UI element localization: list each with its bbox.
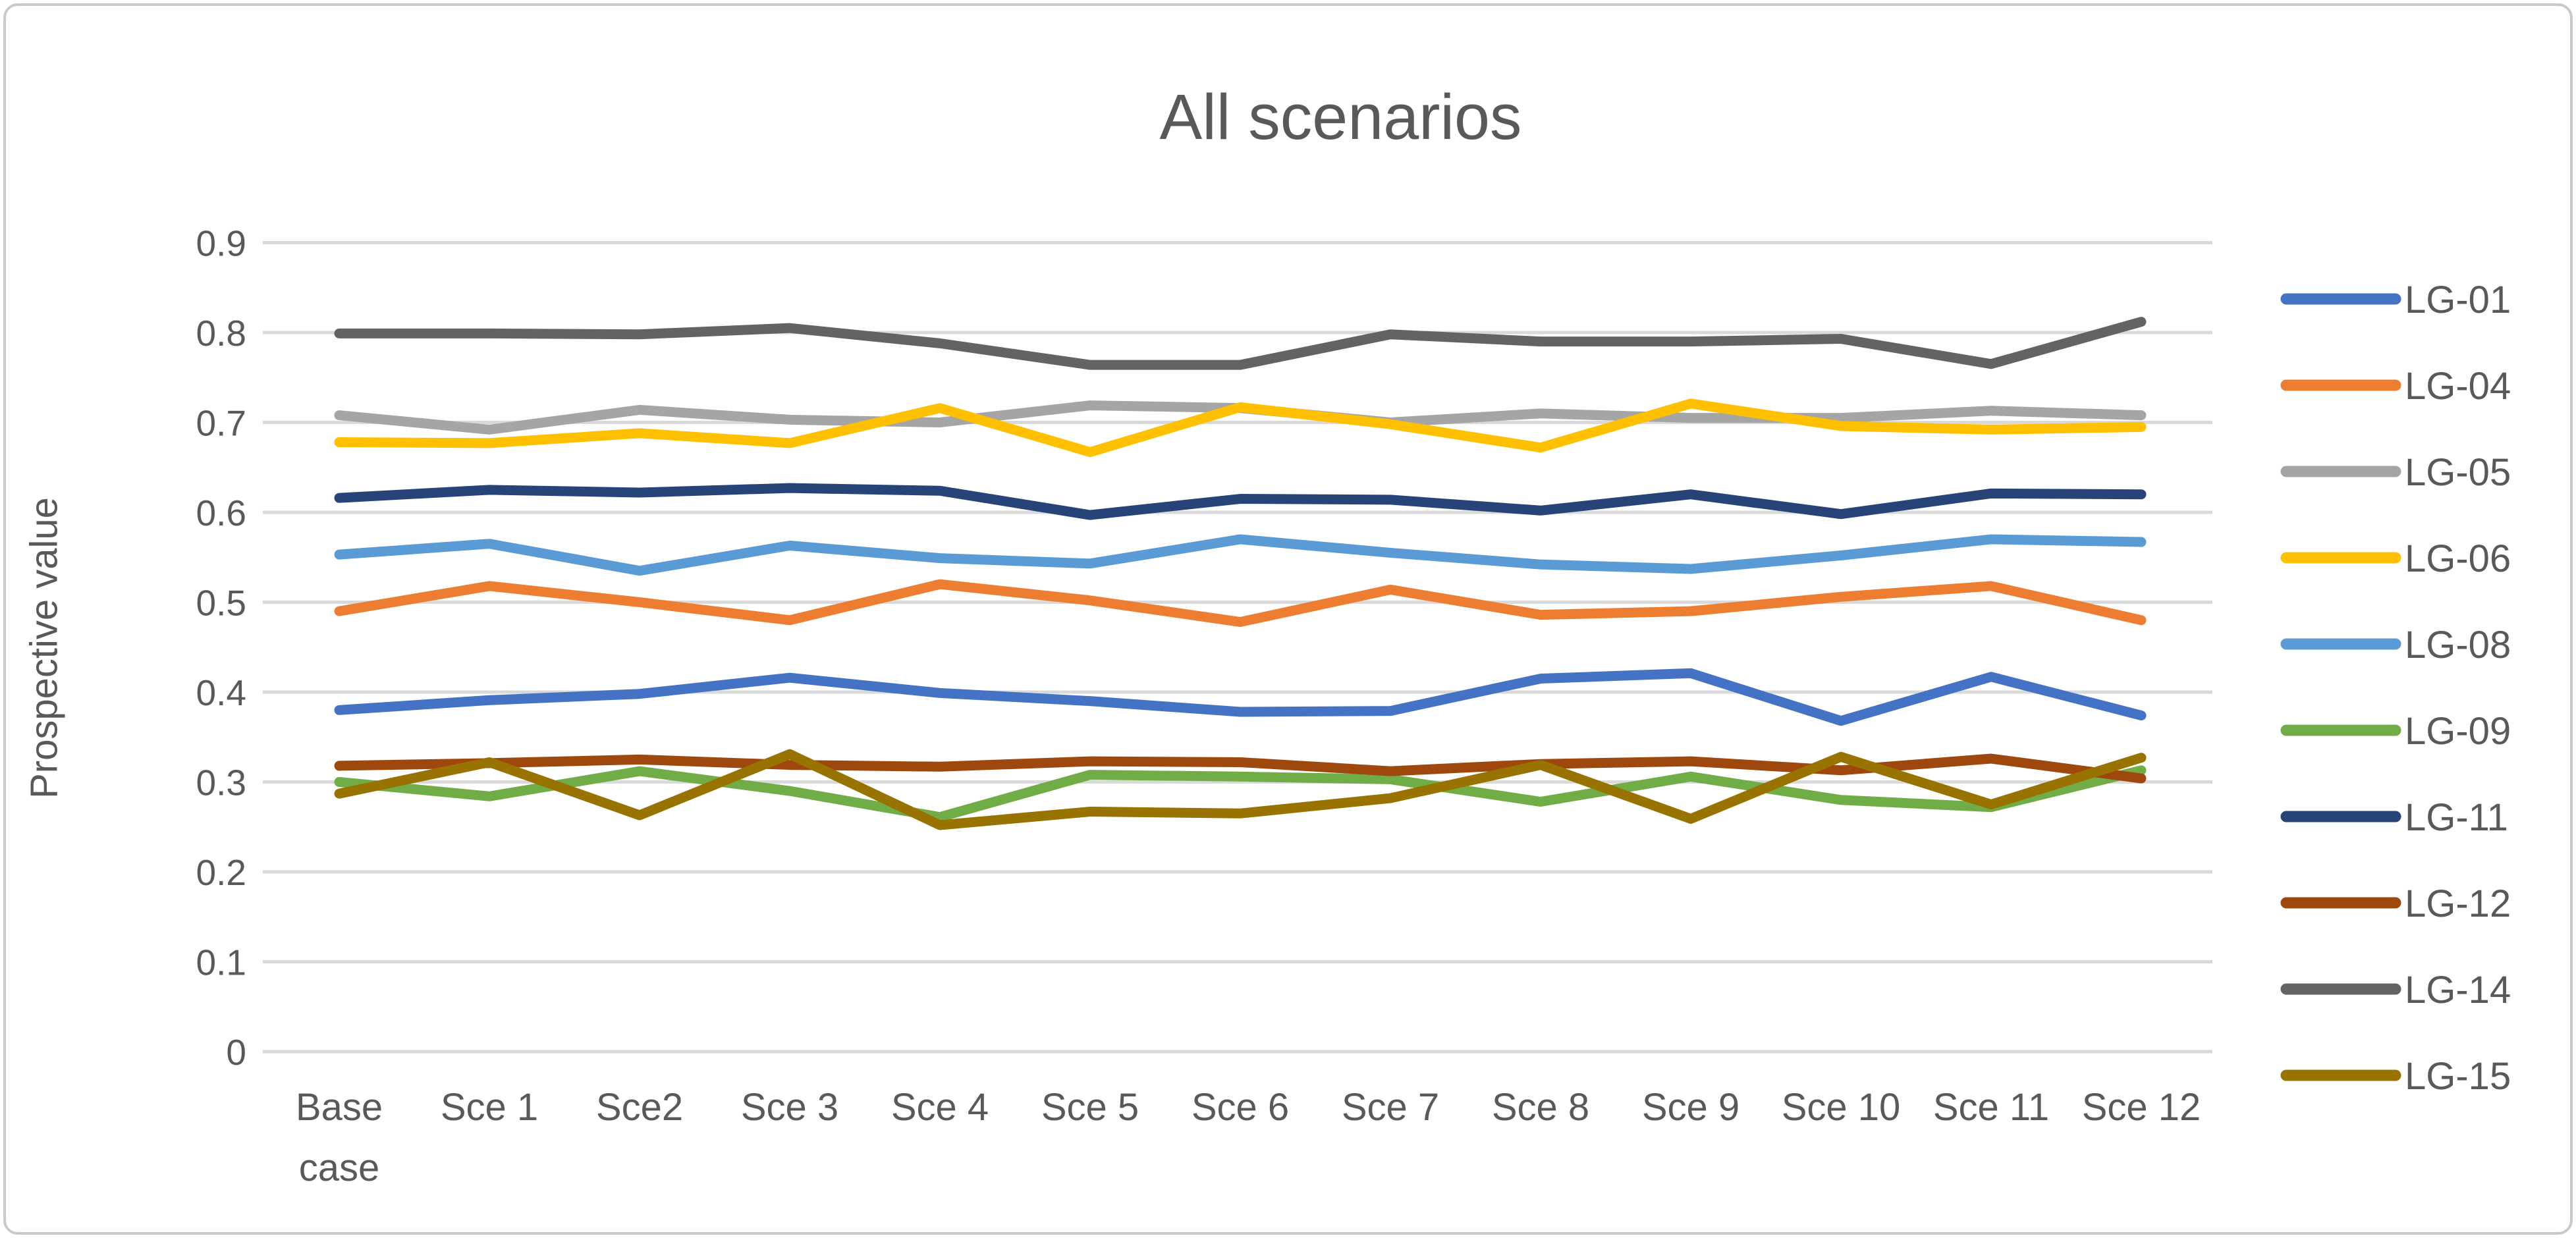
legend-label-LG-05: LG-05 [2405, 451, 2511, 494]
x-category-label: Sce 6 [1192, 1086, 1289, 1129]
x-category-label: Sce 8 [1492, 1086, 1589, 1129]
y-tick-label: 0.3 [196, 762, 246, 803]
x-category-label: Sce 9 [1642, 1086, 1740, 1129]
y-tick-label: 0.4 [196, 672, 246, 713]
y-tick-label: 0.5 [196, 582, 246, 623]
x-category-label: Sce 12 [2082, 1086, 2201, 1129]
legend-label-LG-14: LG-14 [2405, 969, 2511, 1011]
series-line-LG-14 [334, 317, 2147, 370]
series-line-LG-04 [334, 579, 2147, 628]
series-line-LG-08 [334, 534, 2147, 576]
legend-label-LG-08: LG-08 [2405, 624, 2511, 666]
x-category-label: Sce 4 [891, 1086, 989, 1129]
y-tick-label: 0.2 [196, 852, 246, 893]
legend-label-LG-01: LG-01 [2405, 279, 2511, 321]
series-line-LG-12 [334, 753, 2147, 784]
legend-label-LG-11: LG-11 [2405, 796, 2508, 839]
legend-label-LG-12: LG-12 [2405, 882, 2511, 925]
x-category-label: Sce 7 [1342, 1086, 1439, 1129]
y-tick-label: 0.8 [196, 313, 246, 354]
x-category-label: Sce 3 [741, 1086, 838, 1129]
series-line-LG-15 [334, 749, 2147, 830]
chart-title: All scenarios [1159, 81, 1522, 153]
series-line-LG-09 [334, 765, 2147, 822]
plot-area: 0 0.1 0.2 0.3 0.4 0.5 0.6 0.7 0.8 0.9 Base case Sce … [196, 223, 2511, 1189]
x-category-label: Base case [296, 1086, 383, 1189]
series-line-LG-11 [334, 483, 2147, 520]
series-line-LG-01 [334, 668, 2147, 726]
x-category-label: Sce 10 [1782, 1086, 1901, 1129]
y-tick-label: 0.9 [196, 223, 246, 263]
x-category-label: Sce 11 [1933, 1086, 2049, 1129]
legend-label-LG-06: LG-06 [2405, 537, 2511, 580]
y-tick-label: 0.6 [196, 493, 246, 533]
x-category-label: Sce 5 [1041, 1086, 1139, 1129]
chart-frame: All scenarios Prospective value 0 0.1 0.2 0… [3, 3, 2573, 1235]
series-line-LG-06 [334, 398, 2147, 458]
y-tick-label: 0 [226, 1032, 246, 1073]
y-tick-label: 0.1 [196, 942, 246, 982]
x-category-label: Sce 1 [441, 1086, 538, 1129]
legend-label-LG-09: LG-09 [2405, 710, 2511, 753]
x-category-label: Sce2 [596, 1086, 683, 1129]
legend-label-LG-15: LG-15 [2405, 1055, 2511, 1098]
legend-label-LG-04: LG-04 [2405, 365, 2511, 408]
y-tick-label: 0.7 [196, 402, 246, 443]
